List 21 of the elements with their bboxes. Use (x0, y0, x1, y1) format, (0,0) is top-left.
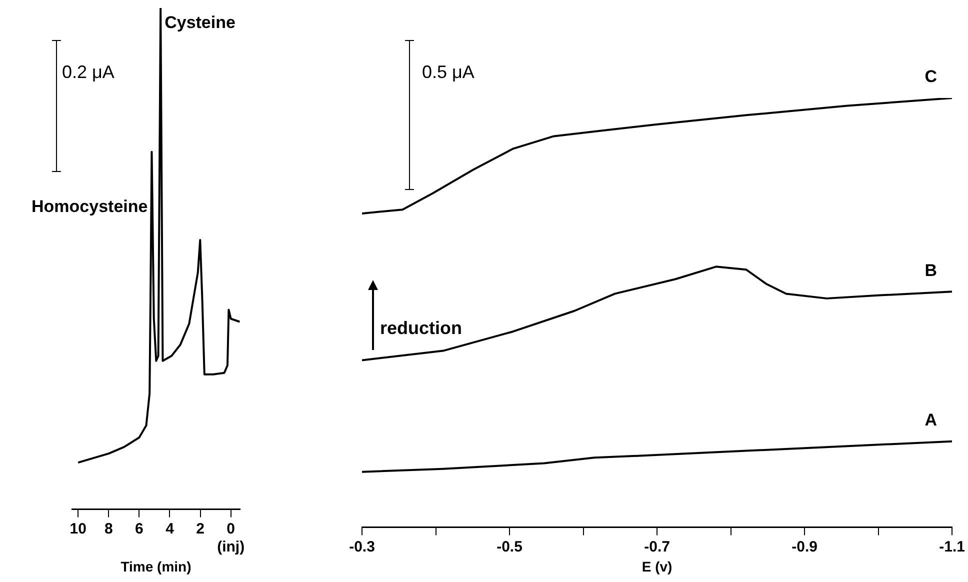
series-label: B (924, 260, 938, 280)
x-axis-title: Time (min) (120, 558, 192, 574)
x-tick-label: 10 (70, 520, 86, 538)
text: 0.5 μA (422, 62, 474, 83)
x-tick-label: 8 (104, 520, 113, 538)
x-axis-title: E (v) (642, 558, 672, 574)
x-tick-label: 0 (inj) (217, 520, 245, 556)
x-tick-label: 6 (135, 520, 144, 538)
series-label: C (924, 67, 938, 86)
x-tick-label: 4 (166, 520, 175, 538)
x-tick-label: -1.1 (939, 538, 966, 556)
annotation: 0.2 μA (62, 62, 114, 83)
x-tick-label: -0.3 (349, 538, 375, 556)
series-label: A (924, 410, 938, 430)
x-tick-label: -0.7 (644, 538, 670, 556)
x-tick-label: -0.9 (792, 538, 818, 556)
x-tick-label: -0.5 (496, 538, 522, 556)
annotation: Homocysteine (32, 196, 148, 216)
x-tick-label: 2 (196, 520, 204, 538)
annotation: Cysteine (164, 13, 236, 32)
annotation: reduction (380, 318, 462, 339)
